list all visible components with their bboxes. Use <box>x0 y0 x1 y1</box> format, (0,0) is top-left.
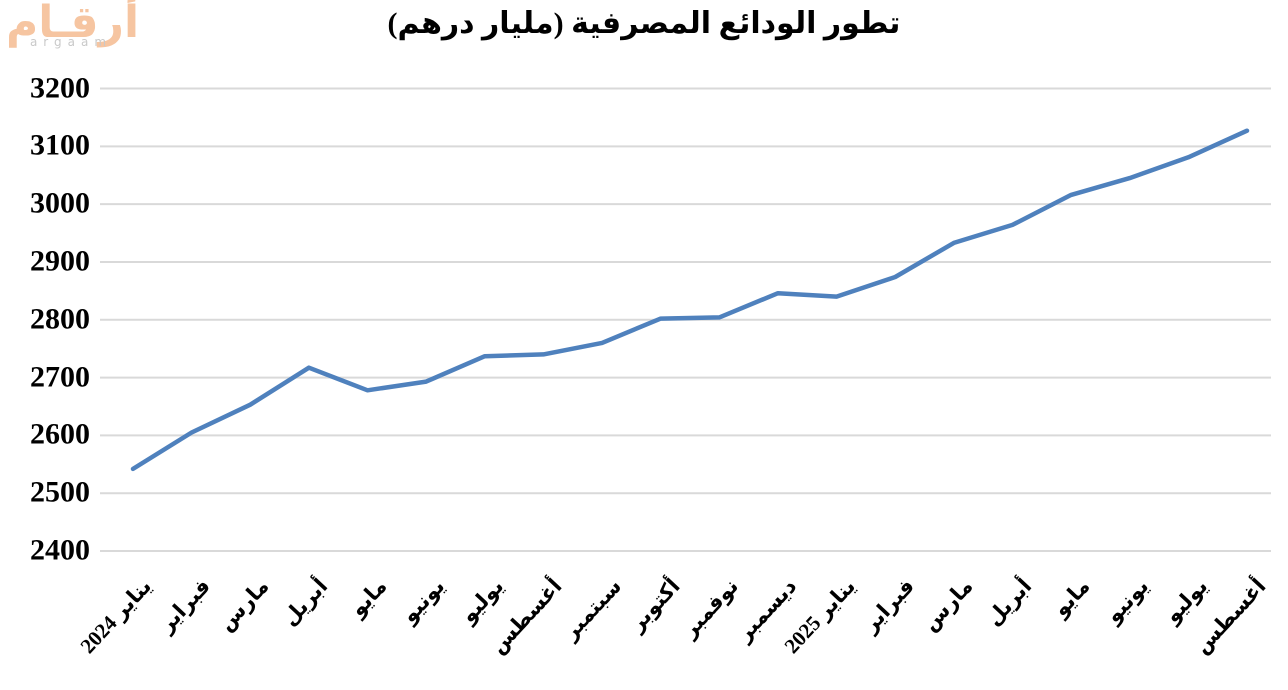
argaam-logo-latin-text: argaam <box>29 35 113 50</box>
chart-title: تطور الودائع المصرفية (مليار درهم) <box>387 7 901 40</box>
y-axis-tick-label: 3100 <box>30 128 90 162</box>
y-axis-tick-label: 2900 <box>30 244 90 278</box>
y-axis-tick-label: 3200 <box>30 70 90 104</box>
y-axis-tick-label: 2800 <box>30 302 90 336</box>
argaam-logo: أرقـام argaam <box>6 0 140 50</box>
deposits-line <box>130 128 1250 472</box>
y-axis-tick-label: 2700 <box>30 359 90 393</box>
argaam-logo-arabic-text: أرقـام <box>6 0 140 48</box>
y-axis-tick-label: 2500 <box>30 475 90 509</box>
y-axis-tick-label: 3000 <box>30 186 90 220</box>
y-axis-tick-label: 2400 <box>30 533 90 567</box>
y-axis-tick-label: 2600 <box>30 417 90 451</box>
